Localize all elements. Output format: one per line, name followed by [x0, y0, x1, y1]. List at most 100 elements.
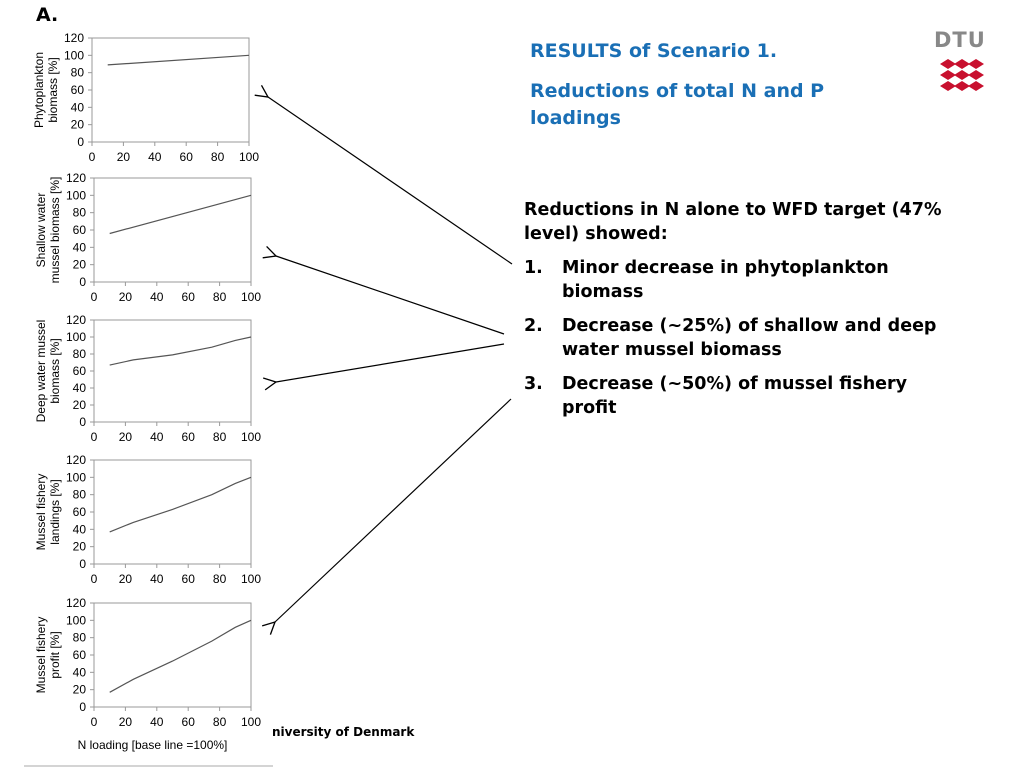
x-tick-label: 80: [213, 430, 227, 444]
y-axis-label: Shallow watermussel biomass [%]: [34, 177, 62, 284]
series-line: [109, 619, 252, 693]
y-tick-label: 80: [73, 631, 87, 645]
findings-item-text: Decrease (~25%) of shallow and deep wate…: [562, 316, 937, 360]
series-line: [109, 476, 252, 533]
y-axis-label: Deep water musselbiomass [%]: [34, 320, 62, 423]
x-tick-label: 40: [150, 715, 164, 729]
x-axis-label: N loading [base line =100%]: [78, 738, 228, 752]
y-tick-label: 60: [73, 223, 87, 237]
y-axis-label: Mussel fisherylandings [%]: [34, 474, 62, 551]
x-tick-label: 80: [213, 715, 227, 729]
x-tick-label: 0: [91, 715, 98, 729]
footer-text: niversity of Denmark: [272, 725, 415, 739]
y-tick-label: 0: [79, 700, 86, 714]
chart-5: 0 20 40 60 80 100 120 0 20 40 60 80 100 Mussel fisher…: [34, 596, 261, 752]
y-tick-label: 100: [66, 188, 86, 202]
x-tick-label: 100: [239, 150, 259, 164]
y-tick-label: 0: [79, 557, 86, 571]
x-tick-label: 100: [241, 572, 261, 586]
x-tick-label: 0: [91, 430, 98, 444]
y-tick-label: 40: [73, 665, 87, 679]
y-tick-label: 100: [66, 470, 86, 484]
y-axis-label: Phytoplanktonbiomass [%]: [32, 52, 60, 128]
findings-item-text: Minor decrease in phytoplankton biomass: [562, 258, 889, 302]
results-title: RESULTS of Scenario 1.: [530, 40, 778, 62]
y-tick-label: 20: [71, 118, 85, 132]
y-tick-label: 40: [71, 100, 85, 114]
x-tick-label: 80: [211, 150, 225, 164]
findings-item-number: 1.: [524, 258, 543, 278]
x-tick-label: 60: [182, 430, 196, 444]
findings-item: 3. Decrease (~50%) of mussel fishery pro…: [524, 372, 964, 420]
y-tick-label: 40: [73, 240, 87, 254]
y-tick-label: 120: [66, 313, 86, 327]
y-tick-label: 20: [73, 398, 87, 412]
x-tick-label: 40: [148, 150, 162, 164]
x-tick-label: 100: [241, 430, 261, 444]
series-line: [109, 336, 252, 366]
y-tick-label: 0: [79, 275, 86, 289]
findings-item: 2. Decrease (~25%) of shallow and deep w…: [524, 314, 964, 362]
y-tick-label: 100: [64, 48, 84, 62]
chart-2: 0 20 40 60 80 100 120 0 20 40 60 80 100 Shallow water…: [34, 171, 261, 304]
findings-item-number: 2.: [524, 316, 543, 336]
x-tick-label: 40: [150, 290, 164, 304]
x-tick-label: 0: [91, 572, 98, 586]
x-tick-label: 40: [150, 430, 164, 444]
plot-frame: [93, 177, 252, 283]
x-tick-label: 100: [241, 715, 261, 729]
y-tick-label: 0: [77, 135, 84, 149]
x-tick-label: 20: [119, 430, 133, 444]
x-tick-label: 60: [180, 150, 194, 164]
chart-3: 0 20 40 60 80 100 120 0 20 40 60 80 100 Deep water mu…: [34, 313, 261, 444]
y-tick-label: 80: [73, 347, 87, 361]
plot-frame: [91, 37, 250, 143]
dtu-logo-text: DTU: [934, 28, 986, 52]
x-tick-label: 60: [182, 715, 196, 729]
plot-frame: [93, 319, 252, 423]
x-tick-label: 20: [119, 715, 133, 729]
y-tick-label: 60: [73, 364, 87, 378]
x-tick-label: 40: [150, 572, 164, 586]
x-tick-label: 20: [119, 290, 133, 304]
chart-4: 0 20 40 60 80 100 120 0 20 40 60 80 100 Mussel fisher…: [34, 453, 261, 586]
dtu-logo-mark: [940, 59, 984, 91]
y-tick-label: 80: [73, 206, 87, 220]
arrows: [268, 97, 513, 622]
x-tick-label: 100: [241, 290, 261, 304]
y-tick-label: 80: [73, 488, 87, 502]
y-tick-label: 120: [64, 31, 84, 45]
y-tick-label: 40: [73, 522, 87, 536]
arrow-to-shallow-mussel: [276, 256, 505, 335]
series-line: [109, 194, 252, 235]
y-tick-label: 20: [73, 258, 87, 272]
y-tick-label: 120: [66, 453, 86, 467]
results-subtitle: Reductions of total N and P loadings: [530, 80, 825, 129]
y-tick-label: 60: [73, 648, 87, 662]
y-tick-label: 20: [73, 683, 87, 697]
x-tick-label: 60: [182, 290, 196, 304]
y-tick-label: 20: [73, 540, 87, 554]
y-tick-label: 40: [73, 381, 87, 395]
findings-list: Reductions in N alone to WFD target (47%…: [524, 198, 964, 430]
arrow-to-fishery-profit: [275, 398, 512, 622]
x-tick-label: 80: [213, 572, 227, 586]
findings-item-number: 3.: [524, 374, 543, 394]
y-tick-label: 80: [71, 66, 85, 80]
x-tick-label: 60: [182, 572, 196, 586]
findings-item: 1. Minor decrease in phytoplankton bioma…: [524, 256, 964, 304]
y-tick-label: 0: [79, 415, 86, 429]
x-tick-label: 0: [89, 150, 96, 164]
y-tick-label: 100: [66, 613, 86, 627]
arrow-to-deep-mussel: [276, 343, 505, 382]
x-tick-label: 80: [213, 290, 227, 304]
y-axis-label: Mussel fisheryprofit [%]: [34, 617, 62, 694]
series-line: [107, 54, 250, 66]
findings-intro: Reductions in N alone to WFD target (47%…: [524, 200, 942, 244]
x-tick-label: 20: [119, 572, 133, 586]
x-tick-label: 20: [117, 150, 131, 164]
y-tick-label: 100: [66, 330, 86, 344]
arrow-to-phytoplankton: [268, 97, 513, 265]
